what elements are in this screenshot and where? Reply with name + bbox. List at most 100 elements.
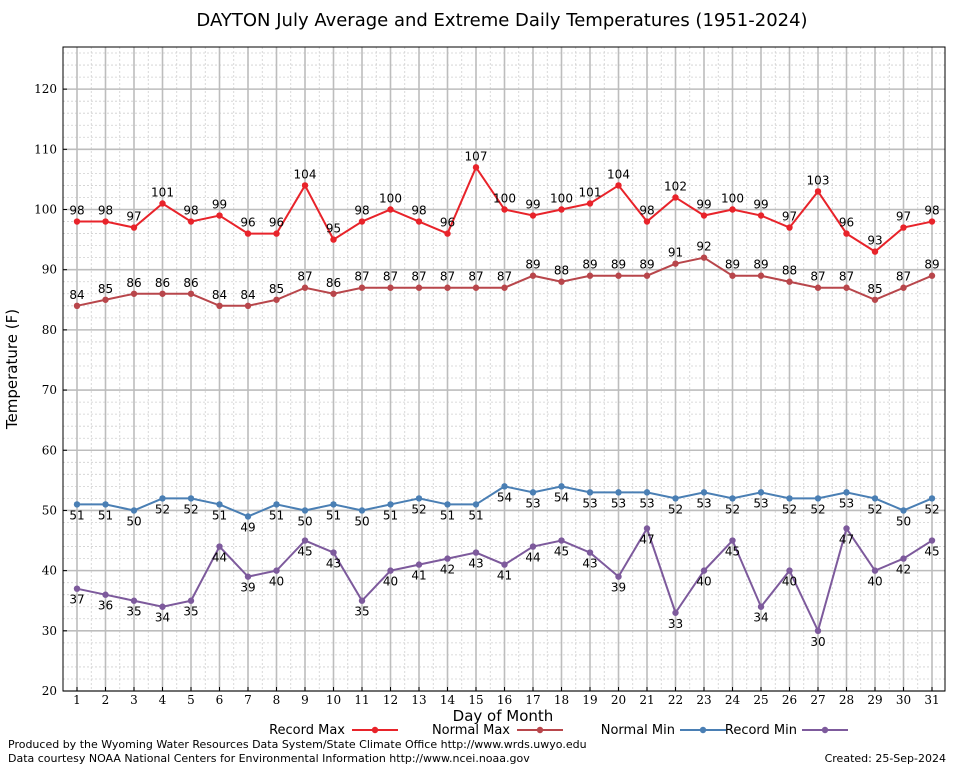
x-tick-label: 5: [187, 693, 195, 707]
record-max-data-label: 102: [664, 179, 687, 193]
series-record-max: 98 98 97 101 98 99 96 96 104 95 98 100 98 96 107 100 99 1…: [69, 149, 940, 255]
normal-max-point: [102, 296, 109, 303]
record-min-data-label: 44: [212, 551, 227, 565]
record-min-data-label: 37: [69, 593, 84, 607]
normal-max-point: [814, 284, 822, 291]
normal-max-point: [330, 290, 337, 297]
record-min-data-label: 36: [98, 599, 113, 613]
normal-min-point: [529, 489, 537, 496]
legend-label: Normal Min: [601, 723, 675, 738]
normal-min-data-label: 53: [696, 496, 711, 510]
normal-min-point: [387, 501, 394, 508]
record-min-data-label: 41: [411, 569, 426, 583]
record-min-point: [729, 537, 736, 544]
x-tick-label: 9: [301, 693, 309, 707]
series-layer: 98 98 97 101 98 99 96 96 104 95 98 100 98 96 107 100 99 1…: [69, 149, 939, 648]
legend: Record Max Normal Max Normal Min Record Min: [269, 723, 848, 738]
normal-max-point: [187, 290, 195, 297]
normal-min-point: [130, 507, 138, 514]
series-record-min: 37 36 35 34 35 44 39 40 45 43 35 40 41 42 43 41 44 45 43 39…: [69, 525, 940, 649]
footer-produced-by: Produced by the Wyoming Water Resources …: [8, 738, 587, 751]
normal-max-data-label: 89: [725, 258, 740, 272]
record-min-point: [529, 543, 537, 550]
record-max-data-label: 100: [493, 192, 516, 206]
normal-min-point: [900, 507, 907, 514]
record-max-point: [159, 200, 166, 207]
record-max-point: [529, 212, 537, 219]
record-min-data-label: 42: [896, 563, 911, 577]
normal-max-point: [73, 302, 81, 310]
y-tick-label: 60: [42, 443, 57, 457]
x-tick-label: 16: [497, 693, 512, 707]
footer-created: Created: 25-Sep-2024: [824, 752, 946, 765]
legend-label: Normal Max: [432, 723, 510, 738]
record-max-point: [216, 212, 223, 219]
record-max-data-label: 99: [753, 198, 768, 212]
normal-max-data-label: 84: [240, 288, 255, 302]
record-max-point: [273, 230, 280, 237]
normal-max-point: [301, 284, 309, 291]
legend-swatch-marker: [536, 726, 544, 734]
record-min-point: [558, 537, 565, 544]
normal-max-point: [529, 272, 537, 279]
record-max-data-label: 100: [379, 192, 402, 206]
record-min-point: [843, 525, 850, 532]
normal-min-data-label: 51: [69, 508, 84, 522]
record-max-data-label: 98: [639, 204, 654, 218]
record-min-data-label: 39: [240, 581, 255, 595]
normal-min-data-label: 52: [725, 502, 740, 516]
normal-min-data-label: 54: [554, 490, 569, 504]
record-max-data-label: 96: [269, 216, 284, 230]
y-tick-label: 50: [42, 503, 57, 517]
normal-max-data-label: 89: [582, 258, 597, 272]
y-tick-label: 30: [42, 624, 57, 638]
normal-min-point: [244, 513, 252, 520]
x-tick-label: 25: [753, 693, 768, 707]
record-min-point: [928, 537, 936, 544]
x-tick-label: 31: [924, 693, 939, 707]
record-max-data-label: 98: [924, 204, 939, 218]
x-tick-label: 28: [839, 693, 854, 707]
normal-min-point: [330, 501, 337, 508]
normal-max-data-label: 85: [269, 282, 284, 296]
normal-max-data-label: 86: [183, 276, 198, 290]
record-max-point: [330, 236, 337, 243]
normal-min-point: [273, 501, 280, 508]
record-max-data-label: 98: [411, 204, 426, 218]
normal-min-point: [814, 495, 822, 502]
record-min-data-label: 35: [354, 605, 369, 619]
record-min-point: [187, 597, 195, 604]
record-min-data-label: 40: [782, 575, 797, 589]
record-min-data-label: 47: [839, 532, 854, 546]
record-min-data-label: 45: [554, 545, 569, 559]
record-min-point: [472, 549, 480, 556]
record-min-data-label: 35: [183, 605, 198, 619]
record-min-point: [273, 567, 280, 574]
record-min-point: [643, 525, 651, 532]
normal-max-point: [472, 284, 480, 291]
record-min-point: [501, 561, 508, 568]
normal-min-data-label: 50: [297, 514, 312, 528]
record-min-data-label: 43: [326, 557, 341, 571]
normal-min-point: [501, 483, 508, 490]
x-tick-label: 29: [867, 693, 882, 707]
record-max-point: [757, 212, 765, 219]
record-min-data-label: 44: [525, 551, 540, 565]
normal-max-data-label: 91: [668, 246, 683, 260]
record-max-data-label: 99: [525, 198, 540, 212]
record-min-point: [814, 627, 822, 635]
x-tick-label: 27: [810, 693, 825, 707]
x-tick-label: 12: [383, 693, 398, 707]
normal-max-data-label: 92: [696, 240, 711, 254]
record-max-point: [672, 194, 679, 201]
legend-item-normal-min: Normal Min: [601, 723, 726, 738]
record-max-data-label: 98: [354, 204, 369, 218]
record-min-data-label: 45: [297, 545, 312, 559]
y-tick-label: 90: [42, 263, 57, 277]
legend-item-normal-max: Normal Max: [432, 723, 563, 738]
record-max-data-label: 103: [807, 173, 830, 187]
normal-min-data-label: 53: [753, 496, 768, 510]
record-max-point: [615, 182, 622, 189]
record-max-point: [130, 224, 138, 231]
record-max-point: [444, 230, 451, 237]
